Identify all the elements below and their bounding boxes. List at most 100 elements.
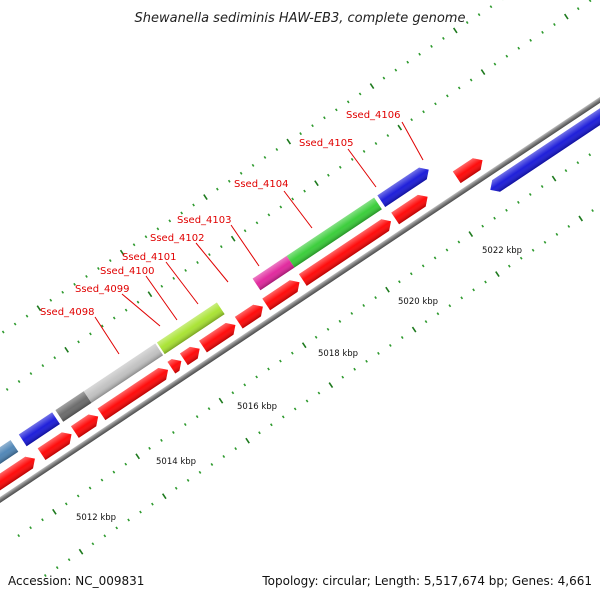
- minor-tick: [374, 296, 377, 300]
- gene-label-ssed-4105: Ssed_4105: [299, 138, 354, 149]
- leader-line-4098: [94, 316, 120, 355]
- minor-tick: [112, 470, 116, 474]
- minor-tick: [334, 108, 338, 112]
- minor-tick: [477, 13, 481, 17]
- minor-tick: [267, 367, 270, 371]
- major-tick: [119, 249, 125, 256]
- minor-tick: [255, 375, 258, 379]
- gene-label-ssed-4103: Ssed_4103: [177, 215, 232, 226]
- minor-tick: [422, 110, 425, 114]
- feature-blue: [18, 412, 60, 447]
- minor-tick: [17, 534, 21, 538]
- minor-tick: [338, 319, 342, 323]
- minor-tick: [346, 100, 350, 104]
- minor-tick: [132, 243, 136, 247]
- minor-tick: [127, 518, 130, 522]
- minor-tick: [124, 462, 128, 466]
- major-tick: [314, 180, 319, 187]
- minor-tick: [55, 566, 59, 570]
- minor-tick: [97, 267, 100, 270]
- minor-tick: [377, 351, 380, 355]
- major-tick: [52, 508, 57, 515]
- minor-tick: [290, 351, 294, 355]
- minor-tick: [160, 284, 164, 288]
- minor-tick: [576, 7, 580, 11]
- minor-tick: [25, 314, 29, 318]
- minor-tick: [314, 335, 318, 339]
- cds-feature: [167, 359, 182, 374]
- minor-tick: [180, 211, 184, 215]
- minor-tick: [115, 526, 119, 530]
- minor-tick: [160, 438, 163, 442]
- minor-tick: [183, 423, 187, 427]
- minor-tick: [251, 163, 255, 167]
- feature-blue-reverse: [490, 92, 600, 192]
- map-title: Shewanella sediminis HAW-EB3, complete g…: [135, 11, 466, 26]
- minor-tick: [303, 189, 306, 193]
- minor-tick: [192, 203, 195, 207]
- minor-tick: [398, 280, 401, 284]
- minor-tick: [362, 304, 366, 307]
- minor-tick: [341, 375, 345, 379]
- minor-tick: [553, 22, 556, 26]
- minor-tick: [299, 132, 302, 136]
- minor-tick: [531, 248, 535, 252]
- leader-line-4099: [121, 293, 161, 327]
- minor-tick: [196, 261, 199, 264]
- minor-tick: [317, 391, 321, 395]
- minor-tick: [29, 526, 32, 530]
- major-tick: [301, 342, 307, 349]
- feature-blue: [377, 167, 429, 208]
- minor-tick: [267, 213, 271, 217]
- major-tick: [147, 291, 153, 298]
- minor-tick: [311, 124, 314, 128]
- minor-tick: [588, 153, 592, 157]
- major-tick: [452, 27, 458, 34]
- leader-line-4105: [347, 148, 377, 188]
- gene-features: [0, 92, 600, 499]
- leader-line-4101: [165, 261, 199, 305]
- minor-tick: [172, 430, 175, 434]
- major-tick: [468, 231, 474, 238]
- minor-tick: [195, 415, 199, 419]
- minor-tick: [222, 455, 226, 459]
- backbone: [0, 76, 600, 514]
- minor-tick: [543, 240, 547, 244]
- minor-tick: [61, 290, 65, 294]
- minor-tick: [5, 387, 9, 391]
- feature-lightgray: [83, 343, 164, 403]
- minor-tick: [400, 336, 404, 339]
- minor-tick: [1, 330, 5, 334]
- tick-marks: [1, 0, 594, 578]
- scale-label-5012: 5012 kbp: [76, 513, 116, 523]
- minor-tick: [588, 0, 592, 3]
- minor-tick: [139, 510, 142, 514]
- minor-tick: [279, 205, 283, 209]
- minor-tick: [49, 298, 53, 302]
- feature-steelblue: [0, 440, 19, 481]
- leader-line-4104: [283, 190, 313, 229]
- minor-tick: [358, 92, 362, 96]
- minor-tick: [108, 259, 112, 263]
- gene-label-ssed-4104: Ssed_4104: [234, 179, 289, 190]
- minor-tick: [89, 332, 92, 336]
- minor-tick: [555, 232, 559, 236]
- major-tick: [411, 326, 417, 333]
- major-tick: [328, 382, 334, 389]
- minor-tick: [172, 276, 176, 280]
- accession-text: Accession: NC_009831: [8, 574, 144, 588]
- minor-tick: [281, 415, 285, 419]
- major-tick: [135, 453, 140, 460]
- minor-tick: [73, 282, 76, 286]
- gene-label-ssed-4098: Ssed_4098: [40, 307, 95, 318]
- minor-tick: [564, 169, 568, 173]
- minor-tick: [293, 407, 297, 411]
- minor-tick: [263, 155, 267, 159]
- minor-tick: [216, 187, 219, 191]
- minor-tick: [243, 383, 247, 387]
- track: [0, 0, 600, 578]
- leader-line-4102: [195, 242, 229, 283]
- minor-tick: [270, 423, 273, 427]
- minor-tick: [91, 542, 95, 546]
- minor-tick: [418, 52, 421, 56]
